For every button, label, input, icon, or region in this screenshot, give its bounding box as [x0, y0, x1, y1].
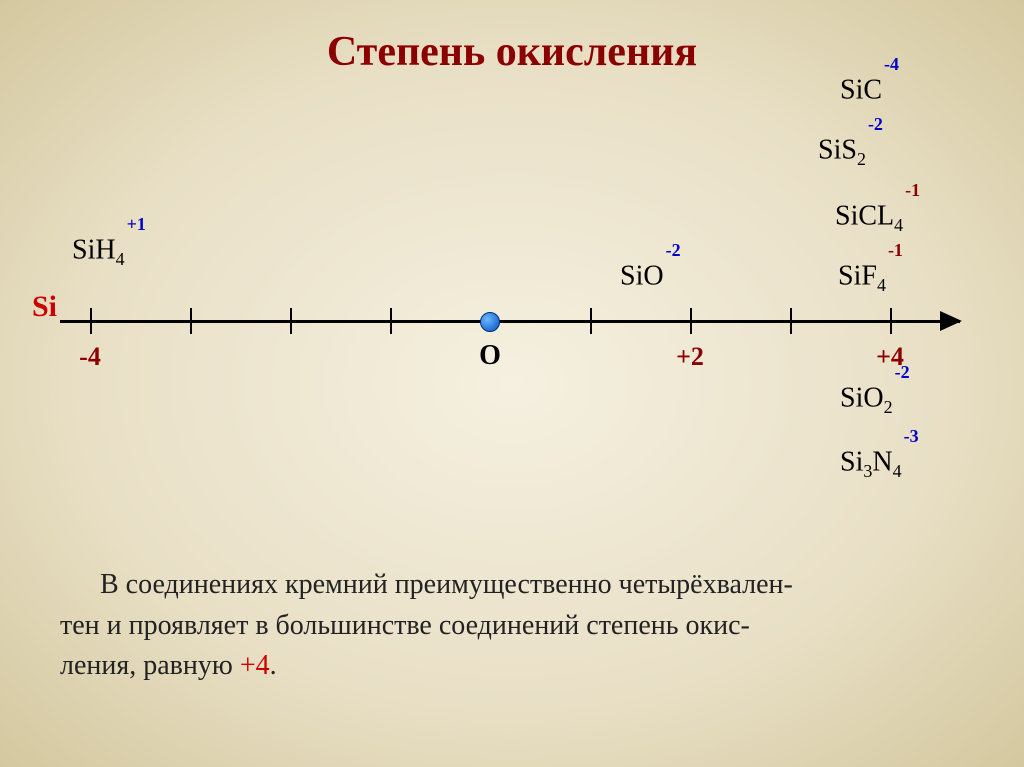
axis-line [60, 320, 960, 323]
axis-center-dot [480, 312, 500, 332]
axis-tick-label: -4 [79, 342, 101, 372]
axis-tick-label: +2 [676, 342, 704, 372]
axis-tick [590, 308, 592, 334]
desc-number: +4 [240, 650, 270, 681]
axis-tick [390, 308, 392, 334]
compound-label: SiH4+1 [72, 232, 144, 270]
axis-arrow [940, 311, 962, 331]
desc-line1: В соединениях кремний преимущественно че… [100, 569, 793, 600]
si-origin-label: Si [32, 290, 57, 324]
axis-tick [790, 308, 792, 334]
compound-label: SiF4-1 [838, 258, 901, 296]
number-line: O -4+2+4 [60, 320, 960, 324]
axis-tick [290, 308, 292, 334]
compound-label: Si3N4-3 [840, 444, 917, 482]
page-title: Степень окисления [0, 0, 1024, 76]
axis-tick [890, 308, 892, 334]
compound-label: SiC-4 [840, 72, 897, 106]
axis-tick [690, 308, 692, 334]
compound-label: SiO-2 [620, 258, 679, 292]
compound-label: SiO2-2 [840, 380, 908, 418]
axis-center-label: O [479, 340, 501, 372]
axis-tick [90, 308, 92, 334]
desc-line2: тен и проявляет в большинстве соединений… [60, 606, 750, 647]
compound-label: SiS2-2 [818, 132, 881, 170]
desc-line3a: ления, равную [60, 650, 240, 681]
desc-line3c: . [270, 650, 277, 681]
compound-label: SiCL4-1 [835, 198, 918, 236]
axis-tick [190, 308, 192, 334]
description-text: В соединениях кремний преимущественно че… [60, 565, 964, 687]
